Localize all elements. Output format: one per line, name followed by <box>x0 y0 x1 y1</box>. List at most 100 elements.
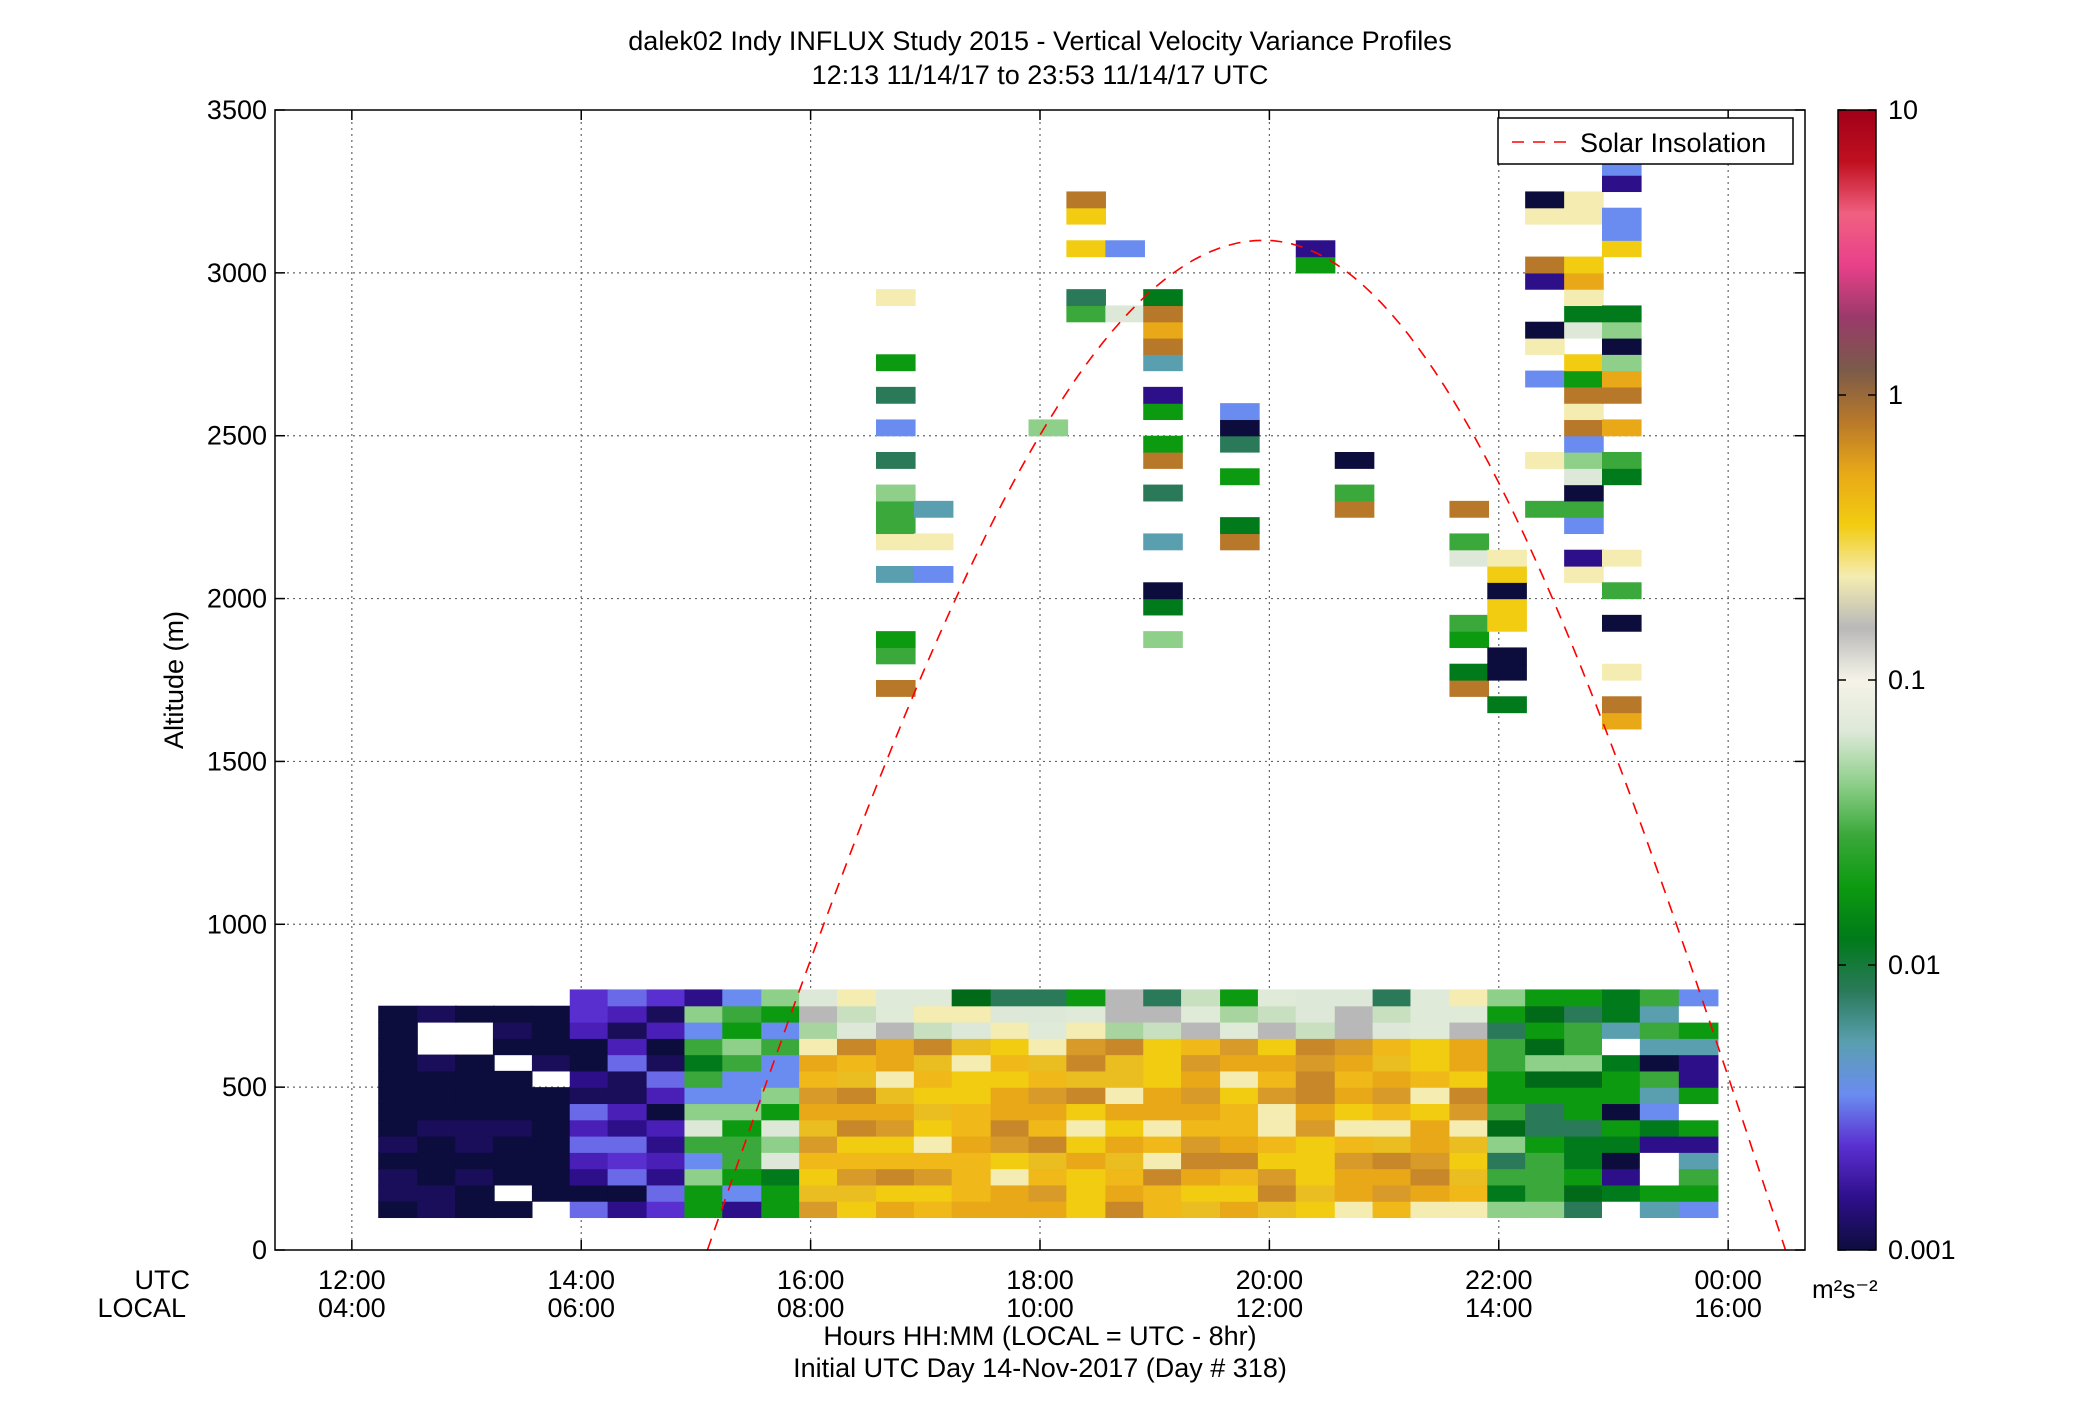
heatmap-cell <box>951 1038 992 1056</box>
heatmap-cell <box>761 1136 801 1153</box>
heatmap-cell <box>569 1152 610 1170</box>
heatmap-cell <box>913 1054 954 1072</box>
heatmap-cell <box>1334 1119 1375 1137</box>
heatmap-cell <box>1105 305 1145 323</box>
x-tick-label-local: 14:00 <box>1465 1293 1533 1323</box>
y-tick-label: 0 <box>252 1235 267 1265</box>
heatmap-cell <box>607 1152 648 1170</box>
heatmap-cell <box>875 680 916 697</box>
heatmap-cell <box>378 1103 418 1121</box>
heatmap-cell <box>1678 1087 1719 1105</box>
local-row-label: LOCAL <box>97 1293 186 1323</box>
heatmap-cell <box>761 1087 801 1105</box>
heatmap-cell <box>722 1038 762 1056</box>
heatmap-cell <box>1143 598 1183 616</box>
heatmap-cell <box>799 1022 839 1039</box>
heatmap-cell <box>722 1022 762 1039</box>
heatmap-cell <box>1105 1022 1145 1039</box>
heatmap-cell <box>1028 1103 1069 1121</box>
heatmap-cell <box>378 1022 418 1039</box>
heatmap-cell <box>951 989 992 1007</box>
heatmap-cell <box>1105 1038 1145 1056</box>
heatmap-cell <box>531 1054 572 1072</box>
heatmap-cell <box>836 1038 877 1056</box>
heatmap-cell <box>378 1005 418 1023</box>
heatmap-cell <box>761 1054 801 1072</box>
heatmap-cell <box>761 1005 801 1023</box>
heatmap-cell <box>1220 1184 1260 1202</box>
heatmap-cell <box>990 1103 1031 1121</box>
heatmap-cell <box>1601 663 1642 681</box>
heatmap-cell <box>1601 354 1642 372</box>
heatmap-cell <box>1220 1136 1260 1153</box>
heatmap-cell <box>1066 1103 1106 1121</box>
heatmap-cell <box>1334 1168 1375 1186</box>
heatmap-cell <box>1601 1022 1642 1039</box>
heatmap-cell <box>607 1070 648 1088</box>
heatmap-cell <box>1487 566 1527 583</box>
heatmap-cell <box>1601 240 1642 258</box>
heatmap-cell <box>417 1152 457 1170</box>
heatmap-cell <box>1525 1054 1565 1072</box>
heatmap-cell <box>1601 175 1642 193</box>
heatmap-cell <box>1105 1152 1145 1170</box>
heatmap-cell <box>1334 500 1375 518</box>
heatmap-cell <box>1601 1119 1642 1137</box>
heatmap-cell <box>492 1201 533 1219</box>
heatmap-cell <box>875 1038 916 1056</box>
heatmap-cell <box>684 1152 725 1170</box>
heatmap-cell <box>951 1152 992 1170</box>
heatmap-cell <box>1564 1152 1604 1170</box>
heatmap-cell <box>1639 1119 1680 1137</box>
heatmap-cell <box>799 1038 839 1056</box>
heatmap-cell <box>1334 1103 1375 1121</box>
heatmap-cell <box>913 1201 954 1219</box>
heatmap-cell <box>1105 240 1145 258</box>
heatmap-cell <box>492 1136 533 1153</box>
heatmap-cell <box>1564 989 1604 1007</box>
heatmap-cell <box>1564 1136 1604 1153</box>
heatmap-cell <box>1678 1038 1719 1056</box>
heatmap-cell <box>799 1184 839 1202</box>
heatmap-cell <box>1601 1152 1642 1170</box>
heatmap-cell <box>761 1070 801 1088</box>
heatmap-cell <box>455 1184 495 1202</box>
heatmap-cell <box>1564 305 1604 323</box>
heatmap-cell <box>799 1201 839 1219</box>
axis-ticks: 050010001500200025003000350012:0004:0014… <box>207 95 1805 1323</box>
heatmap-cell <box>1564 549 1604 567</box>
heatmap-cell <box>455 1054 495 1072</box>
heatmap-cell <box>1564 435 1604 453</box>
heatmap-cell <box>1181 989 1221 1007</box>
heatmap-cell <box>1525 1136 1565 1153</box>
heatmap-cell <box>1257 1184 1298 1202</box>
y-tick-label: 1000 <box>207 909 267 939</box>
heatmap-cell <box>875 386 916 404</box>
heatmap-cell <box>722 1201 762 1219</box>
heatmap-cell <box>1143 533 1183 551</box>
heatmap-cell <box>1181 1184 1221 1202</box>
colorbar-tick-label: 0.001 <box>1888 1235 1956 1265</box>
heatmap-cell <box>1601 549 1642 567</box>
heatmap-cell <box>1143 338 1183 355</box>
chart-title: dalek02 Indy INFLUX Study 2015 - Vertica… <box>628 26 1451 56</box>
heatmap-cell <box>1257 1070 1298 1088</box>
heatmap-cell <box>646 1103 687 1121</box>
heatmap-cell <box>913 1022 954 1039</box>
heatmap-cell <box>1525 1201 1565 1219</box>
heatmap-cell <box>1564 452 1604 469</box>
heatmap-cell <box>1410 989 1451 1007</box>
x-tick-label-utc: 20:00 <box>1236 1265 1304 1295</box>
heatmap-cell <box>1487 663 1527 681</box>
heatmap-cell <box>1220 1022 1260 1039</box>
heatmap-cell <box>913 989 954 1007</box>
heatmap-cell <box>1181 1119 1221 1137</box>
heatmap-cell <box>799 1152 839 1170</box>
heatmap-cell <box>1257 1168 1298 1186</box>
heatmap-cell <box>1066 1087 1106 1105</box>
heatmap-cell <box>646 1070 687 1088</box>
heatmap-cell <box>1257 1152 1298 1170</box>
heatmap-cells <box>378 126 1719 1219</box>
heatmap-cell <box>1525 1152 1565 1170</box>
